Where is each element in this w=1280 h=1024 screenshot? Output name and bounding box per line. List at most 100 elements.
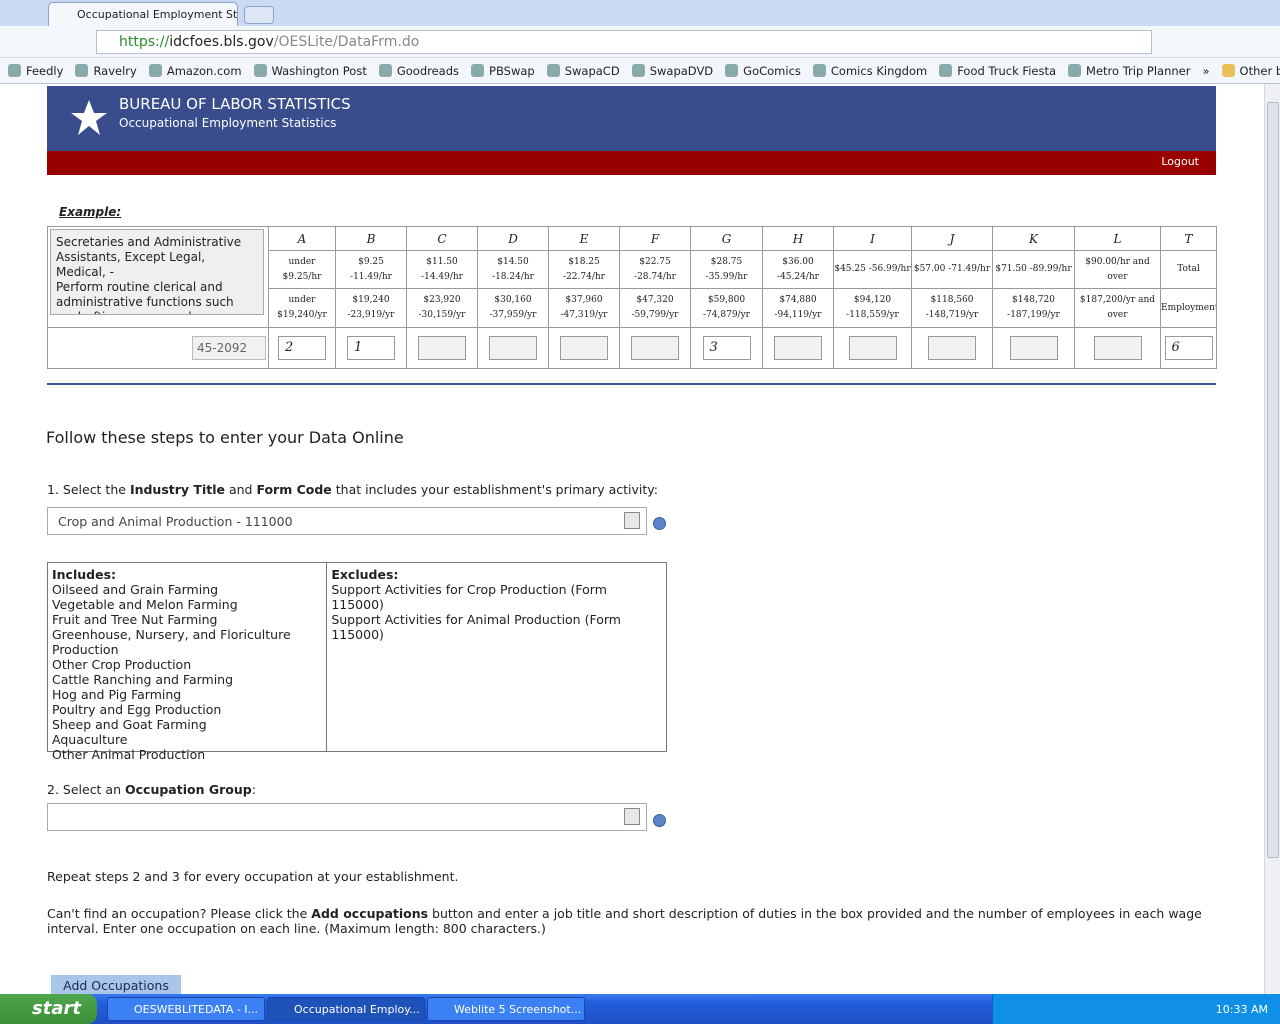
entry-input[interactable]: 6 [1164, 336, 1213, 360]
excludes-item: Support Activities for Crop Production (… [331, 582, 607, 612]
address-bar[interactable]: https://idcfoes.bls.gov/OESLite/DataFrm.… [96, 30, 1152, 54]
bookmark-icon [546, 64, 560, 77]
bookmark[interactable]: Metro Trip Planner [1068, 64, 1190, 78]
wage-letter: J [911, 226, 993, 251]
help-icon[interactable] [653, 814, 666, 827]
bookmark-label: Washington Post [271, 63, 367, 78]
start-button[interactable]: start [0, 994, 97, 1024]
includes-item: Oilseed and Grain Farming [52, 582, 219, 597]
table-row: under $9.25/hr $9.25 -11.49/hr $11.50 -14.… [48, 250, 1217, 289]
tab-strip: Occupational Employment St [0, 0, 1280, 26]
folder-icon [1221, 64, 1235, 77]
wage-letter: T [1160, 226, 1217, 251]
bookmark[interactable]: PBSwap [471, 64, 535, 78]
text-segment: and [224, 482, 257, 497]
text-segment: 1. Select the [47, 482, 130, 497]
excludes-header: Excludes: [331, 567, 399, 582]
occupation-select[interactable] [47, 803, 647, 831]
bookmark[interactable]: Feedly [8, 64, 63, 78]
emphasis: Industry Title [129, 482, 225, 497]
entry-input[interactable] [489, 336, 537, 360]
bookmark[interactable]: Ravelry [75, 64, 137, 78]
wage-hourly: $71.50 -89.99/hr [992, 250, 1075, 289]
entry-input[interactable] [848, 336, 897, 360]
program-name: Occupational Employment Statistics [119, 116, 337, 130]
wage-hourly: $57.00 -71.49/hr [911, 250, 993, 289]
bookmark[interactable]: Other bookmarks [1221, 64, 1280, 78]
bookmark[interactable]: Comics Kingdom [812, 64, 927, 78]
description-line: Perform routine clerical and administrat… [56, 280, 234, 314]
wage-letter: B [335, 226, 407, 251]
bookmark[interactable]: Amazon.com [148, 64, 242, 78]
entry-cell: 2 [268, 327, 336, 369]
wage-annual: $37,960 -47,319/yr [548, 288, 620, 328]
bookmark-icon [1068, 64, 1082, 77]
text-segment: that includes your establishment's prima… [331, 482, 658, 497]
url-host: idcfoes.bls.gov [169, 34, 274, 50]
bookmark[interactable]: SwapaDVD [631, 64, 713, 78]
logout-link[interactable]: Logout [1161, 155, 1199, 168]
taskbar-item[interactable]: Occupational Employ... [267, 997, 425, 1021]
excludes: Excludes: Support Activities for Crop Pro… [327, 563, 666, 751]
text-segment: : [251, 782, 256, 797]
wage-letter: D [477, 226, 549, 251]
new-tab[interactable] [244, 6, 274, 24]
scrollbar[interactable] [1264, 84, 1280, 994]
entry-input[interactable] [774, 336, 822, 360]
entry-input[interactable] [928, 336, 976, 360]
add-occupations-button[interactable]: Add Occupations [51, 975, 181, 994]
wage-annual: $187,200/yr and over [1074, 288, 1161, 328]
text-segment: Can't find an occupation? Please click t… [47, 906, 312, 921]
page: BUREAU OF LABOR STATISTICS Occupational … [0, 84, 1264, 994]
entry-cell [406, 327, 478, 369]
entry-input[interactable]: 2 [278, 336, 326, 360]
bookmark-icon [471, 64, 485, 77]
entry-cell [1074, 327, 1161, 369]
bookmark-label: PBSwap [489, 63, 535, 78]
entry-cell [992, 327, 1075, 369]
bookmark[interactable]: SwapaCD [546, 63, 620, 78]
bookmark-icon [631, 64, 645, 77]
bookmark-icon [8, 64, 21, 77]
entry-cell: 1 [335, 327, 407, 369]
system-tray: 10:33 AM [992, 994, 1280, 1024]
taskbar-item[interactable]: OESWEBLITEDATA - I... [107, 997, 265, 1021]
bookmark-label: SwapaCD [564, 63, 620, 78]
bookmark-icon [148, 64, 162, 77]
includes-item: Aquaculture [52, 732, 128, 747]
industry-select[interactable]: Crop and Animal Production - 111000 [47, 507, 647, 535]
entry-input[interactable]: 3 [702, 336, 751, 360]
includes-item: Other Crop Production [52, 657, 192, 672]
entry-input[interactable]: 1 [347, 336, 395, 360]
bookmarks-bar: Feedly Ravelry Amazon.com Washington Post Go… [0, 58, 1280, 84]
example-table: Secretaries and Administrative Assistant… [47, 226, 1217, 369]
entry-cell [911, 327, 993, 369]
industry-select-value: Crop and Animal Production - 111000 [58, 514, 293, 529]
wage-hourly: $11.50 -14.49/hr [406, 250, 478, 289]
divider [47, 383, 1216, 385]
entry-input[interactable] [1093, 336, 1142, 360]
text-segment: button and enter a job title and short d… [47, 906, 1202, 936]
taskbar-item[interactable]: Weblite 5 Screenshot... [427, 997, 585, 1021]
wage-letter: C [406, 226, 478, 251]
bookmark[interactable]: Food Truck Fiesta [939, 64, 1056, 78]
wage-hourly: $45.25 -56.99/hr [833, 250, 912, 289]
table-row: 45-2092 2 1 3 6 [47, 327, 1217, 369]
entry-input[interactable] [418, 336, 466, 360]
entry-input[interactable] [560, 336, 608, 360]
bookmarks-overflow[interactable]: » [1202, 63, 1210, 78]
entry-input[interactable] [1009, 336, 1058, 360]
includes-item: Fruit and Tree Nut Farming [52, 612, 218, 627]
emphasis: Form Code [256, 482, 332, 497]
help-icon[interactable] [653, 517, 666, 530]
browser-tab[interactable]: Occupational Employment St [48, 2, 238, 26]
site-header: BUREAU OF LABOR STATISTICS Occupational … [47, 86, 1216, 151]
entry-input[interactable] [631, 336, 679, 360]
bookmark[interactable]: Goodreads [378, 64, 459, 78]
bookmark[interactable]: Washington Post [253, 63, 367, 78]
wage-hourly: under $9.25/hr [268, 250, 336, 289]
cant-find-text: Can't find an occupation? Please click t… [47, 906, 1217, 936]
entry-cell [833, 327, 912, 369]
bookmark[interactable]: GoComics [725, 64, 801, 78]
url-path: /OESLite/DataFrm.do [273, 34, 420, 50]
